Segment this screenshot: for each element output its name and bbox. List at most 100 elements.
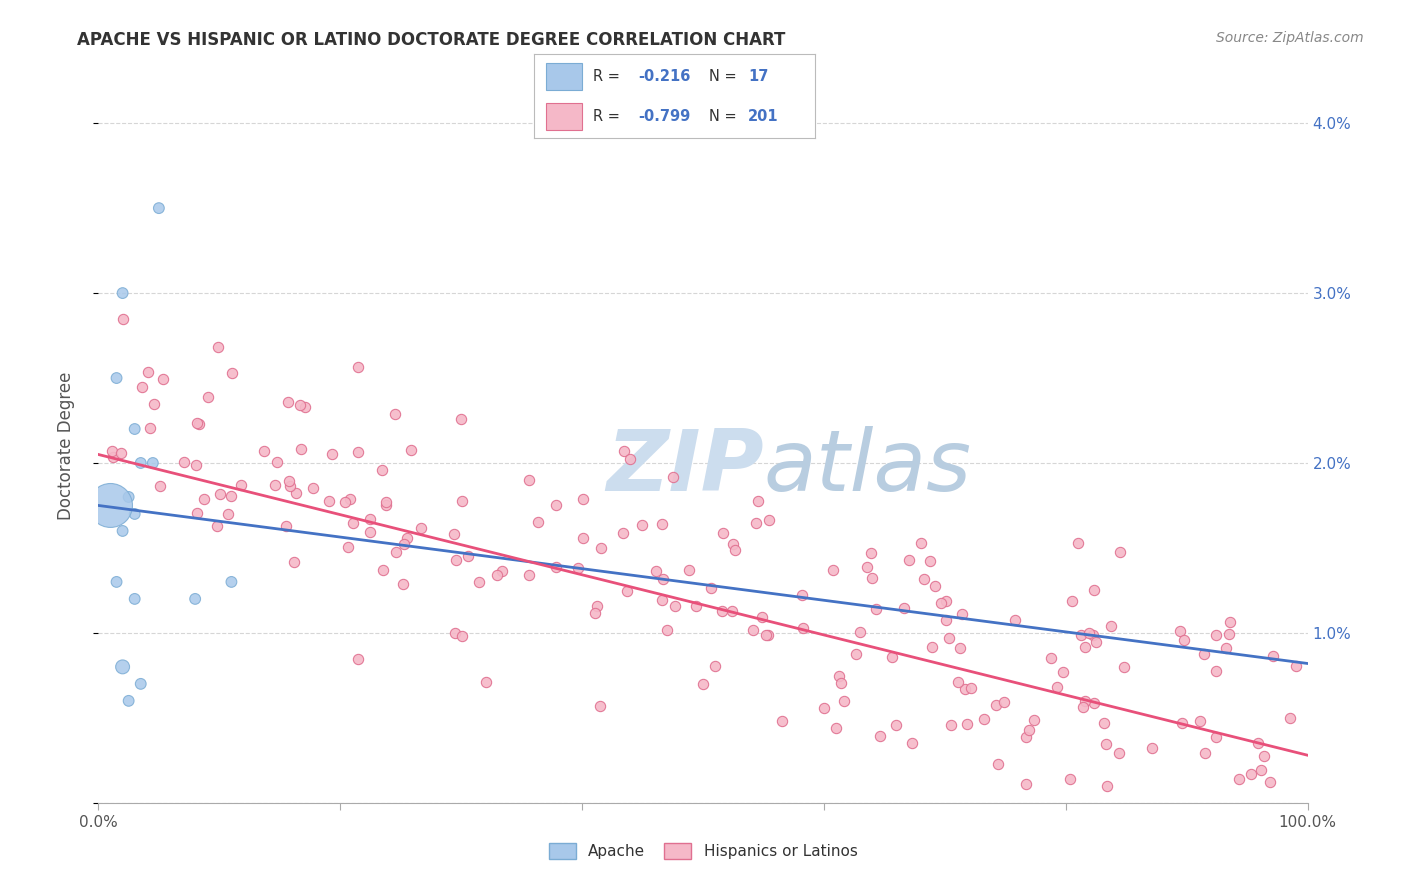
Point xyxy=(1168,624,1191,638)
Point xyxy=(375,494,398,508)
Point xyxy=(1099,619,1122,633)
Point xyxy=(105,371,128,385)
Point xyxy=(721,537,744,551)
Point xyxy=(616,583,638,598)
Point xyxy=(1094,738,1116,752)
Point xyxy=(450,411,472,425)
Point xyxy=(900,736,922,750)
Text: -0.799: -0.799 xyxy=(638,109,690,124)
Point xyxy=(613,444,636,458)
Point xyxy=(139,421,162,435)
Point xyxy=(631,517,654,532)
Point xyxy=(946,675,969,690)
Point xyxy=(129,677,152,691)
Point xyxy=(938,631,960,645)
Point xyxy=(929,596,952,610)
Point xyxy=(758,513,780,527)
Point xyxy=(221,366,243,380)
Point xyxy=(217,507,239,521)
Point xyxy=(935,613,957,627)
Point xyxy=(619,451,641,466)
Point xyxy=(830,676,852,690)
Point xyxy=(1219,615,1241,630)
Point xyxy=(586,599,609,613)
Point xyxy=(1015,777,1038,791)
Point xyxy=(337,540,360,554)
Point xyxy=(384,407,406,421)
Point xyxy=(1194,746,1216,760)
Point xyxy=(517,567,540,582)
Point xyxy=(1074,640,1097,654)
Point xyxy=(751,609,773,624)
Point xyxy=(221,574,243,589)
Point xyxy=(444,626,467,640)
Point xyxy=(651,572,673,586)
Point xyxy=(1070,628,1092,642)
Point xyxy=(924,579,946,593)
Point xyxy=(865,602,887,616)
Point xyxy=(443,527,465,541)
Point xyxy=(651,517,673,532)
Point xyxy=(655,624,678,638)
Point xyxy=(409,521,432,535)
Point xyxy=(395,531,418,545)
Point xyxy=(993,695,1015,709)
Point xyxy=(950,607,973,621)
Point xyxy=(770,714,793,728)
Point xyxy=(485,568,508,582)
Point xyxy=(1285,658,1308,673)
Point xyxy=(747,493,769,508)
Point xyxy=(792,589,814,603)
Point xyxy=(914,573,936,587)
Point xyxy=(724,542,747,557)
Point xyxy=(1112,659,1135,673)
Point xyxy=(949,640,972,655)
Point xyxy=(828,669,851,683)
Point xyxy=(1084,635,1107,649)
Point xyxy=(149,479,172,493)
Point xyxy=(205,519,228,533)
Point xyxy=(288,398,311,412)
Point xyxy=(152,372,174,386)
Point xyxy=(467,574,489,589)
Point xyxy=(884,718,907,732)
Point xyxy=(745,516,768,530)
Point xyxy=(589,698,612,713)
Point xyxy=(136,365,159,379)
Point xyxy=(1060,594,1083,608)
Point xyxy=(266,454,288,468)
Point xyxy=(1095,779,1118,793)
Point xyxy=(318,493,340,508)
Point xyxy=(711,604,734,618)
Point xyxy=(1260,774,1282,789)
Point xyxy=(571,531,593,545)
Point xyxy=(1081,627,1104,641)
Point xyxy=(742,623,765,637)
Legend: Apache, Hispanics or Latinos: Apache, Hispanics or Latinos xyxy=(548,844,858,859)
Point xyxy=(371,463,394,477)
Point xyxy=(984,698,1007,713)
Point xyxy=(685,599,707,614)
Point xyxy=(546,560,568,574)
Point xyxy=(197,390,219,404)
Point xyxy=(193,492,215,507)
Point xyxy=(112,312,135,326)
Point xyxy=(1039,651,1062,665)
Point xyxy=(612,525,634,540)
Text: 17: 17 xyxy=(748,69,768,84)
Point xyxy=(277,395,299,409)
Point xyxy=(1074,694,1097,708)
Point xyxy=(111,286,134,301)
Point xyxy=(277,474,299,488)
Text: ZIP: ZIP xyxy=(606,425,763,509)
Point xyxy=(1108,545,1130,559)
Bar xyxy=(546,103,582,130)
Point xyxy=(385,545,408,559)
Point xyxy=(186,416,208,430)
Point xyxy=(1171,715,1194,730)
Point xyxy=(1052,665,1074,679)
Point xyxy=(1022,713,1045,727)
Point xyxy=(285,486,308,500)
Point xyxy=(939,717,962,731)
Bar xyxy=(546,62,582,90)
